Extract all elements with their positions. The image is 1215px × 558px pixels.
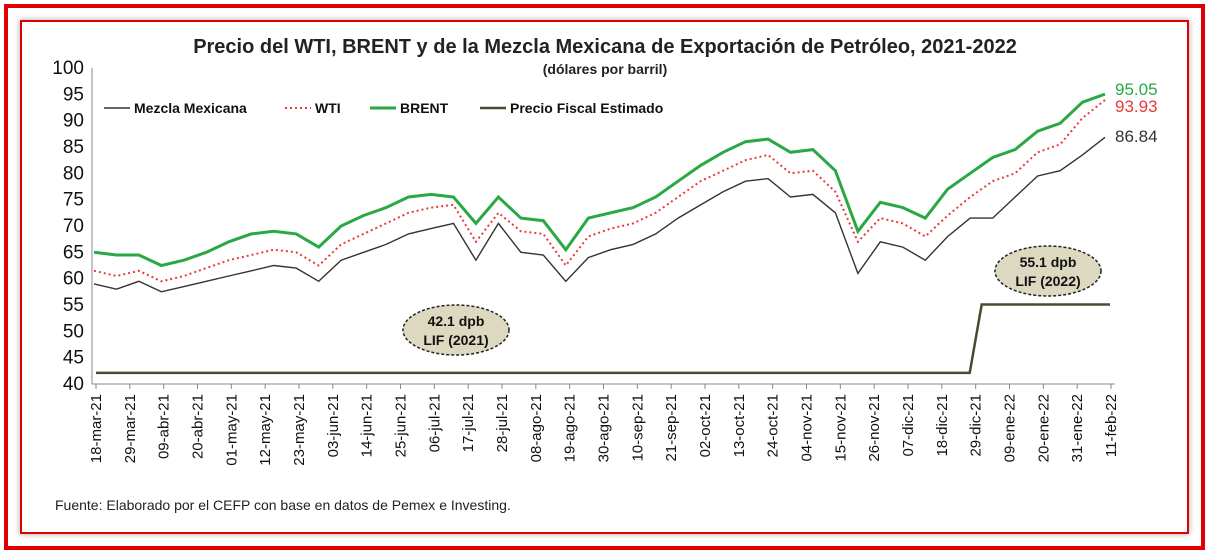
x-tick-label: 11-feb-22 [1103, 394, 1120, 457]
x-tick-label: 12-may-21 [257, 394, 274, 466]
y-tick-label: 70 [63, 216, 84, 237]
x-tick-label: 04-nov-21 [799, 394, 816, 462]
y-tick-label: 100 [52, 58, 84, 79]
x-tick-label: 13-oct-21 [731, 394, 748, 457]
x-tick-label: 21-sep-21 [663, 394, 680, 462]
callout-source: LIF (2021) [423, 332, 488, 348]
x-tick-label: 03-jun-21 [325, 394, 342, 457]
x-tick-label: 25-jun-21 [393, 394, 410, 457]
y-tick-label: 50 [63, 321, 84, 342]
x-axis-ticks: 18-mar-21 29-mar-21 09-abr-21 20-abr-21 01-m… [88, 384, 1120, 466]
end-label-brent: 95.05 [1115, 80, 1158, 99]
y-tick-label: 75 [63, 190, 84, 211]
x-tick-label: 02-oct-21 [697, 394, 714, 457]
x-tick-label: 15-nov-21 [832, 394, 849, 462]
chart-title: Precio del WTI, BRENT y de la Mezcla Mex… [193, 36, 1017, 58]
y-tick-label: 55 [63, 295, 84, 316]
legend-label: Precio Fiscal Estimado [510, 100, 663, 116]
y-tick-label: 80 [63, 163, 84, 184]
y-tick-label: 60 [63, 269, 84, 290]
legend-label: WTI [315, 100, 341, 116]
series-wti [93, 99, 1106, 283]
x-tick-label: 19-ago-21 [562, 394, 579, 462]
x-tick-label: 20-ene-22 [1035, 394, 1052, 462]
chart-subtitle: (dólares por barril) [543, 61, 667, 77]
x-tick-label: 08-ago-21 [528, 394, 545, 462]
x-tick-label: 01-may-21 [223, 394, 240, 466]
end-label-wti: 93.93 [1115, 97, 1158, 116]
legend-label: Mezcla Mexicana [134, 100, 247, 116]
x-tick-label: 07-dic-21 [900, 394, 917, 457]
legend-item-wti: WTI [285, 100, 341, 116]
x-tick-label: 28-jul-21 [494, 394, 511, 452]
y-tick-label: 45 [63, 348, 84, 369]
x-tick-label: 24-oct-21 [765, 394, 782, 457]
legend-item-precio-fiscal-estimado: Precio Fiscal Estimado [480, 100, 663, 116]
x-tick-label: 10-sep-21 [629, 394, 646, 462]
x-tick-label: 14-jun-21 [359, 394, 376, 457]
callout-source: LIF (2022) [1015, 273, 1080, 289]
y-tick-label: 65 [63, 242, 84, 263]
callout-value: 55.1 dpb [1020, 254, 1077, 270]
x-tick-label: 30-ago-21 [596, 394, 613, 462]
series-lines [93, 92, 1110, 375]
series-mezcla-mexicana [93, 136, 1106, 293]
y-tick-label: 85 [63, 137, 84, 158]
callout-ellipse [402, 304, 510, 356]
x-tick-label: 18-mar-21 [88, 394, 105, 463]
end-label-mezcla-mexicana: 86.84 [1115, 127, 1158, 146]
x-tick-label: 31-ene-22 [1069, 394, 1086, 462]
y-tick-label: 40 [63, 374, 84, 395]
chart-frame [4, 4, 1205, 550]
x-tick-label: 18-dic-21 [934, 394, 951, 457]
x-tick-label: 09-abr-21 [156, 394, 173, 459]
legend-item-mezcla-mexicana: Mezcla Mexicana [104, 100, 247, 116]
legend-item-brent: BRENT [370, 100, 449, 116]
series-brent [93, 92, 1106, 268]
x-tick-label: 17-jul-21 [460, 394, 477, 452]
source-note: Fuente: Elaborado por el CEFP con base e… [55, 497, 511, 513]
x-tick-label: 23-may-21 [291, 394, 308, 466]
chart-inner-border [20, 20, 1189, 534]
y-tick-label: 90 [63, 111, 84, 132]
x-tick-label: 29-mar-21 [122, 394, 139, 463]
callout-lif-2022: 55.1 dpb LIF (2022) [994, 245, 1102, 297]
callout-value: 42.1 dpb [428, 313, 485, 329]
x-tick-label: 29-dic-21 [968, 394, 985, 457]
y-axis-ticks: 100 95 90 85 80 75 70 65 60 55 50 45 40 [52, 58, 84, 395]
series-precio-fiscal-estimado [96, 303, 1110, 375]
callout-lif-2021: 42.1 dpb LIF (2021) [402, 304, 510, 356]
x-tick-label: 26-nov-21 [866, 394, 883, 462]
legend: Mezcla Mexicana WTI BRENT Precio Fiscal Est… [104, 100, 663, 116]
legend-label: BRENT [400, 100, 449, 116]
y-tick-label: 95 [63, 84, 84, 105]
callout-ellipse [994, 245, 1102, 297]
x-tick-label: 06-jul-21 [426, 394, 443, 452]
callouts: 42.1 dpb LIF (2021) 55.1 dpb LIF (2022) [402, 245, 1102, 356]
x-tick-label: 20-abr-21 [190, 394, 207, 459]
x-tick-label: 09-ene-22 [1002, 394, 1019, 462]
